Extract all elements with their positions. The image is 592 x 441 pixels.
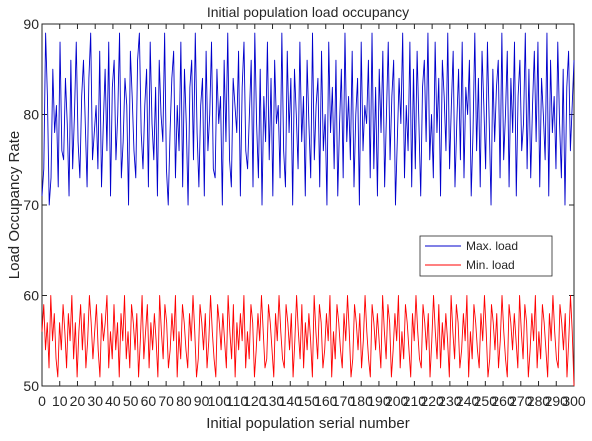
x-tick-label: 150	[296, 393, 320, 409]
x-tick-label: 210	[403, 393, 427, 409]
x-tick-label: 100	[208, 393, 232, 409]
x-tick-label: 40	[105, 393, 121, 409]
x-tick-label: 110	[226, 393, 249, 409]
x-axis: 0 10 20 30 40 50 60 70 80 90100110120130140150160…	[38, 24, 586, 409]
x-tick-label: 180	[350, 393, 374, 409]
chart-title: Initial population load occupancy	[207, 4, 409, 20]
y-tick-label: 60	[23, 288, 39, 304]
x-tick-label: 190	[367, 393, 391, 409]
x-tick-label: 240	[456, 393, 480, 409]
series-group	[41, 32, 575, 387]
x-tick-label: 260	[491, 393, 515, 409]
series-line-max-load	[41, 32, 575, 206]
y-axis: 50 60 70 80 90	[23, 16, 574, 394]
x-tick-label: 60	[141, 393, 157, 409]
x-tick-label: 50	[123, 393, 139, 409]
x-tick-label: 90	[194, 393, 210, 409]
legend-label-max-load: Max. load	[466, 239, 518, 253]
x-tick-label: 120	[243, 393, 267, 409]
x-axis-title: Initial population serial number	[206, 415, 409, 432]
x-tick-label: 270	[509, 393, 533, 409]
x-tick-label: 280	[527, 393, 551, 409]
x-tick-label: 30	[87, 393, 103, 409]
y-axis-title: Load Occupancy Rate	[6, 131, 23, 279]
legend-box	[419, 235, 553, 277]
x-tick-label: 300	[562, 393, 586, 409]
series-line-min-load	[41, 295, 575, 387]
x-tick-label: 220	[420, 393, 444, 409]
x-tick-label: 20	[70, 393, 86, 409]
legend: Max. load Min. load	[419, 235, 553, 277]
x-tick-label: 10	[52, 393, 68, 409]
x-tick-label: 230	[438, 393, 462, 409]
x-tick-label: 160	[314, 393, 338, 409]
x-tick-label: 200	[385, 393, 409, 409]
x-tick-label: 0	[38, 393, 46, 409]
legend-label-min-load: Min. load	[466, 258, 515, 272]
y-tick-label: 50	[23, 378, 39, 394]
x-tick-label: 140	[279, 393, 303, 409]
x-tick-label: 80	[176, 393, 192, 409]
y-tick-label: 90	[23, 16, 39, 32]
x-tick-label: 290	[545, 393, 569, 409]
y-tick-label: 80	[23, 107, 39, 123]
x-tick-label: 250	[474, 393, 498, 409]
x-tick-label: 170	[332, 393, 356, 409]
x-tick-label: 70	[158, 393, 174, 409]
y-tick-label: 70	[23, 197, 39, 213]
x-tick-label: 130	[261, 393, 285, 409]
